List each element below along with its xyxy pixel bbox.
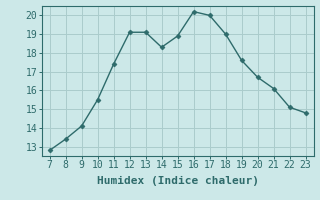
X-axis label: Humidex (Indice chaleur): Humidex (Indice chaleur) [97,176,259,186]
